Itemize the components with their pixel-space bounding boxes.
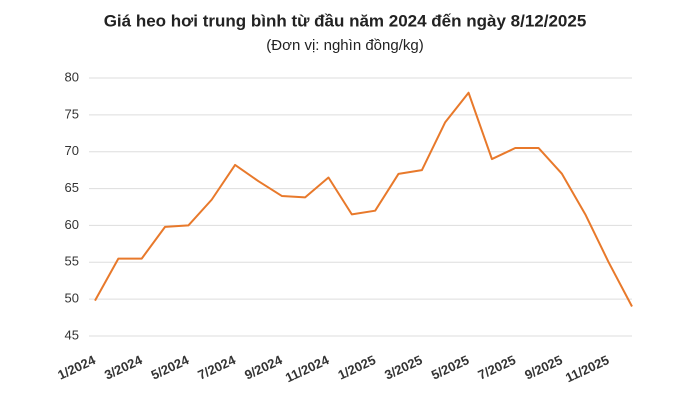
chart-title: Giá heo hơi trung bình từ đầu năm 2024 đ… <box>104 11 587 30</box>
x-tick-label: 5/2024 <box>149 352 192 383</box>
y-tick-label: 80 <box>65 69 79 84</box>
x-tick-label: 3/2025 <box>382 352 424 382</box>
y-tick-label: 45 <box>65 327 79 342</box>
y-tick-label: 75 <box>65 106 79 121</box>
x-tick-label: 9/2025 <box>522 352 564 382</box>
x-tick-label: 7/2024 <box>195 352 238 383</box>
x-tick-label: 7/2025 <box>476 352 518 382</box>
y-tick-label: 60 <box>65 217 79 232</box>
x-tick-label: 5/2025 <box>429 352 471 382</box>
x-tick-label: 9/2024 <box>242 352 285 383</box>
price-line <box>94 91 633 307</box>
x-tick-label: 3/2024 <box>102 352 145 383</box>
y-tick-label: 65 <box>65 180 79 195</box>
x-tick-label: 11/2024 <box>283 352 332 385</box>
x-tick-label: 11/2025 <box>563 352 611 385</box>
y-tick-label: 70 <box>65 143 79 158</box>
y-tick-label: 55 <box>65 254 79 269</box>
x-tick-label: 1/2024 <box>55 352 98 383</box>
chart-subtitle: (Đơn vị: nghìn đồng/kg) <box>266 37 423 54</box>
y-tick-label: 50 <box>65 291 79 306</box>
x-tick-label: 1/2025 <box>336 352 378 382</box>
